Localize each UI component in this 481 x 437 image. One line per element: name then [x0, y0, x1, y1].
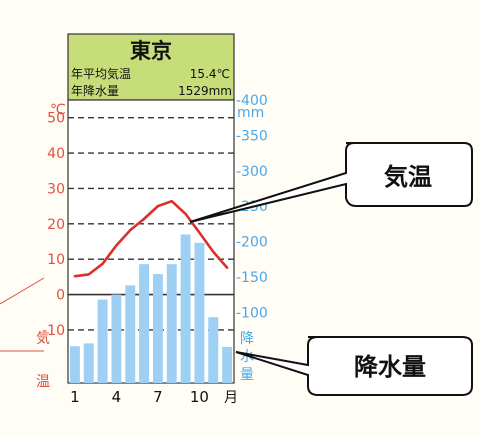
- temperature-tick-label: 0: [56, 288, 65, 304]
- stat-label-temperature: 年平均気温: [71, 66, 131, 81]
- precipitation-bar: [111, 294, 122, 383]
- header-background: [67, 33, 235, 101]
- guide-line-upper: [0, 277, 45, 305]
- temperature-tick-label: 50: [47, 111, 65, 127]
- stat-value-precipitation: 1529mm: [178, 84, 232, 98]
- stat-value-temperature: 15.4℃: [190, 67, 230, 81]
- precipitation-tick-label: -300: [236, 164, 268, 180]
- month-tick-label: 10: [190, 388, 209, 406]
- temperature-side-label-2: 温: [36, 374, 50, 390]
- precipitation-bar: [83, 343, 94, 383]
- month-tick-label: 7: [153, 388, 163, 406]
- callout-temperature-text: 気温: [384, 163, 432, 191]
- temperature-tick-label: 10: [47, 252, 65, 268]
- month-tick-label: 1: [70, 388, 80, 406]
- month-tick-label: 4: [112, 388, 122, 406]
- temperature-tick-label: -10: [42, 323, 65, 339]
- temperature-line-group: [73, 199, 229, 278]
- precipitation-bar: [166, 264, 177, 383]
- temperature-tick-label: 20: [47, 217, 65, 233]
- month-axis-ticks: 1 4 7 10: [70, 388, 209, 406]
- callout-temperature-shape: [189, 142, 473, 223]
- callout-precipitation: 降水量: [235, 336, 473, 396]
- precipitation-bar: [152, 274, 163, 383]
- stat-label-precipitation: 年降水量: [71, 84, 119, 98]
- chart-header: 東京 年平均気温 15.4℃ 年降水量 1529mm: [67, 33, 235, 101]
- precipitation-tick-label: -400: [236, 93, 268, 109]
- callout-temperature: 気温: [189, 142, 473, 223]
- precipitation-side-label-3: 量: [240, 367, 254, 383]
- grid-lines: [68, 116, 234, 331]
- temperature-axis-ticks: 50 40 30 20 10 0 -10: [42, 111, 65, 339]
- precipitation-bars: [69, 234, 233, 383]
- temperature-line: [73, 199, 229, 278]
- precipitation-axis-ticks: -400-350-300-250-200-150-100: [236, 93, 268, 321]
- precipitation-bar: [180, 234, 191, 383]
- precipitation-tick-label: -150: [236, 270, 268, 286]
- chart-title: 東京: [130, 39, 172, 63]
- callout-precipitation-shape: [235, 336, 473, 396]
- precipitation-bar: [222, 346, 233, 383]
- precipitation-unit: mm: [237, 105, 264, 121]
- precipitation-bar: [194, 242, 205, 383]
- precipitation-tick-label: -350: [236, 128, 268, 144]
- precipitation-bar: [69, 346, 80, 383]
- temperature-unit: ℃: [50, 102, 66, 118]
- callout-precipitation-text: 降水量: [354, 353, 426, 381]
- temperature-tick-label: 40: [47, 146, 65, 162]
- precipitation-bar: [139, 264, 150, 383]
- precipitation-tick-label: -200: [236, 235, 268, 251]
- precipitation-bar: [208, 317, 219, 383]
- precipitation-side-label-1: 降: [240, 331, 254, 347]
- month-unit: 月: [224, 390, 238, 406]
- temperature-tick-label: 30: [47, 181, 65, 197]
- precipitation-bar: [97, 299, 108, 383]
- precipitation-bar: [125, 285, 136, 383]
- temperature-side-label-1: 気: [36, 331, 50, 347]
- precipitation-tick-label: -100: [236, 305, 268, 321]
